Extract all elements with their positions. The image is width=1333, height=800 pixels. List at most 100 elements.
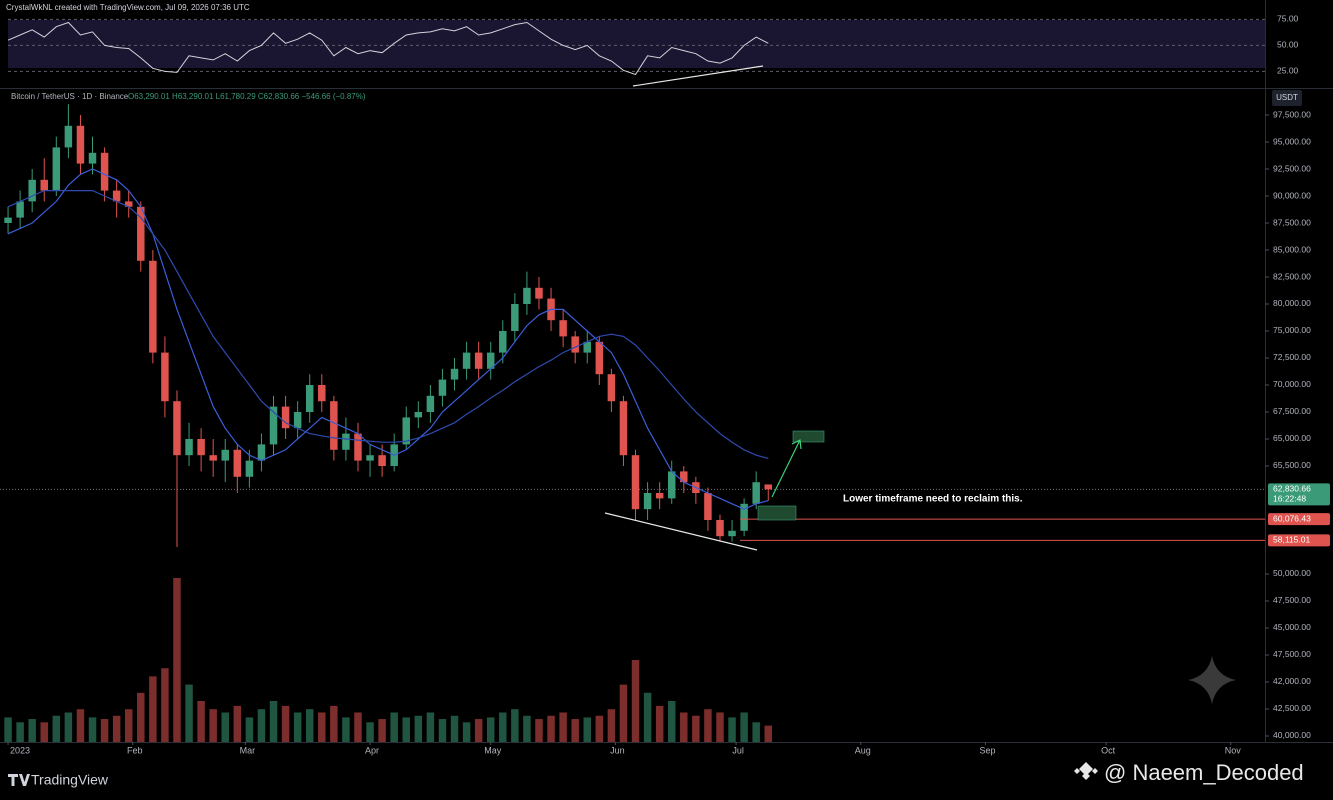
currency-box <box>1272 90 1302 106</box>
candle-body <box>245 460 254 477</box>
target-zone <box>792 430 825 443</box>
candle-body <box>631 455 640 510</box>
trendline <box>604 512 758 551</box>
volume-bar <box>245 717 254 742</box>
volume-bar <box>438 719 447 742</box>
rsi-tick-label: 25.00 <box>1277 66 1299 76</box>
rsi-line <box>7 21 769 76</box>
candle-body <box>764 484 772 490</box>
volume-bar <box>161 668 169 742</box>
candle-body <box>595 341 604 375</box>
volume-bar <box>112 715 121 742</box>
rsi-tick-label: 50.00 <box>1277 40 1299 50</box>
x-tick-label: Sep <box>979 745 995 755</box>
candle-body <box>197 438 205 456</box>
candle-body <box>137 206 145 261</box>
rsi-tick-label: 75.00 <box>1277 14 1299 24</box>
candle-body <box>305 384 314 412</box>
candle-body <box>499 330 507 353</box>
candle-body <box>571 336 579 353</box>
volume-bar <box>523 715 531 742</box>
y-tick-label: 40,000.00 <box>1273 730 1311 740</box>
candle-body <box>161 352 169 402</box>
volume-bar <box>137 692 145 742</box>
price-tag-label: 60,076.43 <box>1273 513 1311 523</box>
candle-body <box>318 384 326 402</box>
volume-bar <box>366 722 374 742</box>
candle-body <box>185 438 193 456</box>
volume-bar <box>535 719 543 742</box>
symbol: Bitcoin / TetherUS · 1D · Binance <box>11 92 129 101</box>
x-tick-label: 2023 <box>10 745 30 755</box>
volume-bar <box>390 712 398 742</box>
volume-bar <box>64 712 73 742</box>
candle-body <box>716 519 724 537</box>
candle-body <box>523 287 531 304</box>
y-tick-label: 82,500.00 <box>1273 271 1311 281</box>
volume-bar <box>197 701 205 742</box>
currency: USDT <box>1276 93 1298 102</box>
volume-bar <box>631 660 640 742</box>
y-tick-label: 50,000.00 <box>1273 568 1311 578</box>
volume-bar <box>40 722 48 742</box>
candle-body <box>16 201 24 218</box>
y-tick-label: 70,000.00 <box>1273 379 1311 389</box>
x-tick-label: Mar <box>240 745 256 755</box>
candle-body <box>366 455 374 461</box>
volume-bar <box>281 705 290 742</box>
y-tick-label: 80,000.00 <box>1273 298 1311 308</box>
volume-bar <box>462 722 471 742</box>
volume-bar <box>716 712 724 742</box>
candle-body <box>64 125 73 148</box>
candle-body <box>100 152 109 191</box>
volume-bar <box>293 712 302 742</box>
volume-bar <box>257 709 266 742</box>
layers: 97,500.00 95,000.00 92,500.00 90,000.00 87,5… <box>0 14 1330 755</box>
entry-zone <box>757 505 797 521</box>
y-tick-label: 72,500.00 <box>1273 352 1311 362</box>
candle-body <box>124 201 133 207</box>
logo-mark <box>8 774 30 786</box>
rsi-band <box>8 20 1265 68</box>
volume-bar <box>221 712 229 742</box>
price-tag <box>1268 483 1330 506</box>
volume-bar <box>233 705 242 742</box>
y-tick-label: 97,500.00 <box>1273 109 1311 119</box>
candle-body <box>450 368 459 380</box>
binance-watermark <box>1188 656 1236 704</box>
candle-body <box>76 125 85 164</box>
candle-body <box>655 492 664 499</box>
price-tag-label: 58,115.01 <box>1273 535 1310 545</box>
candle-body <box>257 444 266 461</box>
volume-bar <box>728 717 736 742</box>
volume-bar <box>474 719 483 742</box>
candle-body <box>559 320 567 337</box>
volume-bar <box>330 705 338 742</box>
volume-bar <box>318 712 326 742</box>
volume-bar <box>414 715 423 742</box>
volume-bar <box>28 719 36 742</box>
volume-bar <box>76 709 85 742</box>
candle-body <box>4 217 12 224</box>
x-tick-label: Jun <box>610 745 625 755</box>
volume-bar <box>692 715 700 742</box>
candle-body <box>511 303 519 331</box>
watermark: @ Naeem_Decoded <box>1104 760 1304 785</box>
rsi-trendline <box>632 65 764 87</box>
candle-body <box>221 449 229 461</box>
ohlc-legend: O63,290.01 H63,290.01 L61,780.29 C62,830… <box>128 92 366 101</box>
price-tag-countdown: 16:22:48 <box>1273 494 1306 504</box>
volume-bar <box>486 717 495 742</box>
candle-body <box>40 179 48 191</box>
header: CrystalWkNL created with TradingView.com… <box>6 3 250 12</box>
volume-bar <box>499 712 507 742</box>
candle-body <box>486 352 495 369</box>
brand: TradingView <box>31 772 109 788</box>
volume-bar <box>764 725 772 742</box>
candle-body <box>414 411 423 418</box>
candle-body <box>173 401 181 456</box>
candle-body <box>607 374 616 402</box>
x-tick-label: Apr <box>365 745 379 755</box>
